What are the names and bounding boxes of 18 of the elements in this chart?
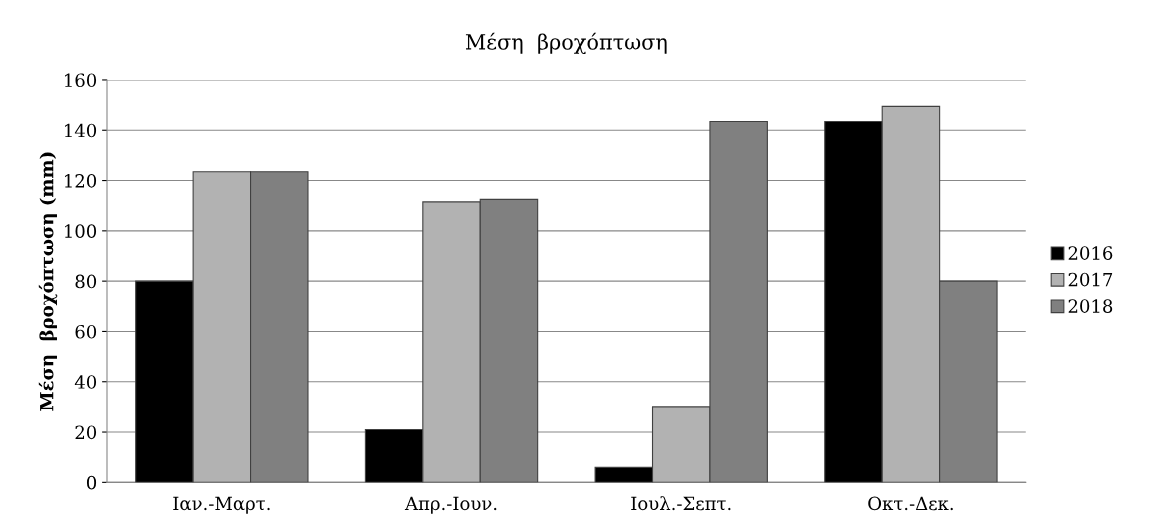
y-tick-label: 80 (75, 274, 97, 289)
y-tick-label: 40 (74, 375, 97, 389)
y-tick-label: 60 (75, 324, 97, 339)
legend-label: 2017 (1068, 272, 1113, 287)
legend-label: 2018 (1068, 299, 1113, 313)
y-tick-label: 120 (65, 174, 97, 188)
y-tick-label: 20 (75, 425, 97, 440)
y-tick-label: 100 (65, 224, 97, 238)
y-axis-title: Μέση βροχόπτωση (mm) (38, 152, 58, 411)
y-tick-label: 140 (65, 123, 97, 138)
x-tick-label: Ιαν.-Μαρτ. (173, 496, 270, 514)
chart-title: Μέση βροχόπτωση (465, 32, 667, 55)
legend-label: 2016 (1068, 246, 1113, 260)
x-tick-label: Ιουλ.-Σεπτ. (631, 496, 731, 511)
x-tick-label: Οκτ.-Δεκ. (868, 496, 953, 511)
y-tick-label: 160 (65, 73, 97, 88)
x-tick-label: Απρ.-Ιουν. (404, 496, 497, 514)
y-tick-label: 0 (86, 475, 97, 490)
